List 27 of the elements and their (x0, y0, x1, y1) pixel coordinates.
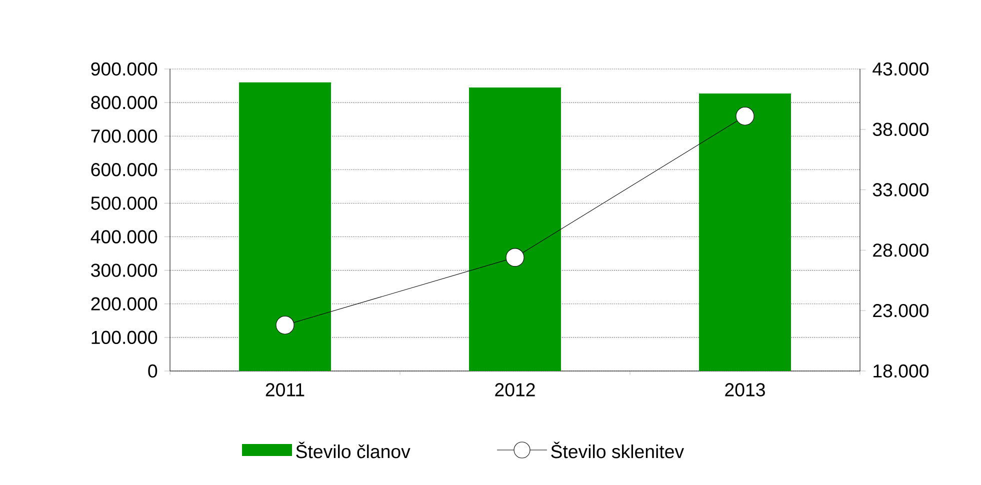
x-tick-label: 2013 (725, 383, 765, 396)
y-tick-label: 0 (148, 364, 158, 378)
y2-tick-label: 18.000 (874, 364, 929, 378)
legend-label: Število članov (296, 442, 410, 458)
y-tick-label: 300.000 (91, 264, 158, 277)
point (736, 106, 754, 126)
y-tick-label: 400.000 (90, 230, 158, 244)
bar (469, 87, 562, 371)
legend-label: Število sklenitev (551, 442, 684, 458)
x-tick-label: 2012 (495, 383, 535, 396)
y-tick-label: 800.000 (91, 96, 158, 110)
y-tick-label: 200.000 (91, 297, 158, 310)
y2-tick-label: 33.000 (872, 183, 929, 196)
y2-tick-label: 23.000 (873, 304, 929, 318)
y-tick-label: 900.000 (91, 62, 158, 76)
bar (239, 82, 332, 371)
y2-tick-label: 43.000 (872, 62, 929, 76)
x-tick-label: 2011 (266, 383, 304, 396)
y2-tick-label: 38.000 (872, 122, 929, 136)
point (276, 316, 294, 334)
y-tick-label: 600.000 (91, 163, 158, 176)
y2-tick-label: 28.000 (873, 244, 929, 257)
y-tick-label: 500.000 (91, 196, 158, 210)
y-tick-label: 100.000 (92, 330, 158, 344)
point (506, 248, 524, 267)
bar (699, 93, 791, 371)
y-tick-label: 700.000 (91, 129, 158, 143)
